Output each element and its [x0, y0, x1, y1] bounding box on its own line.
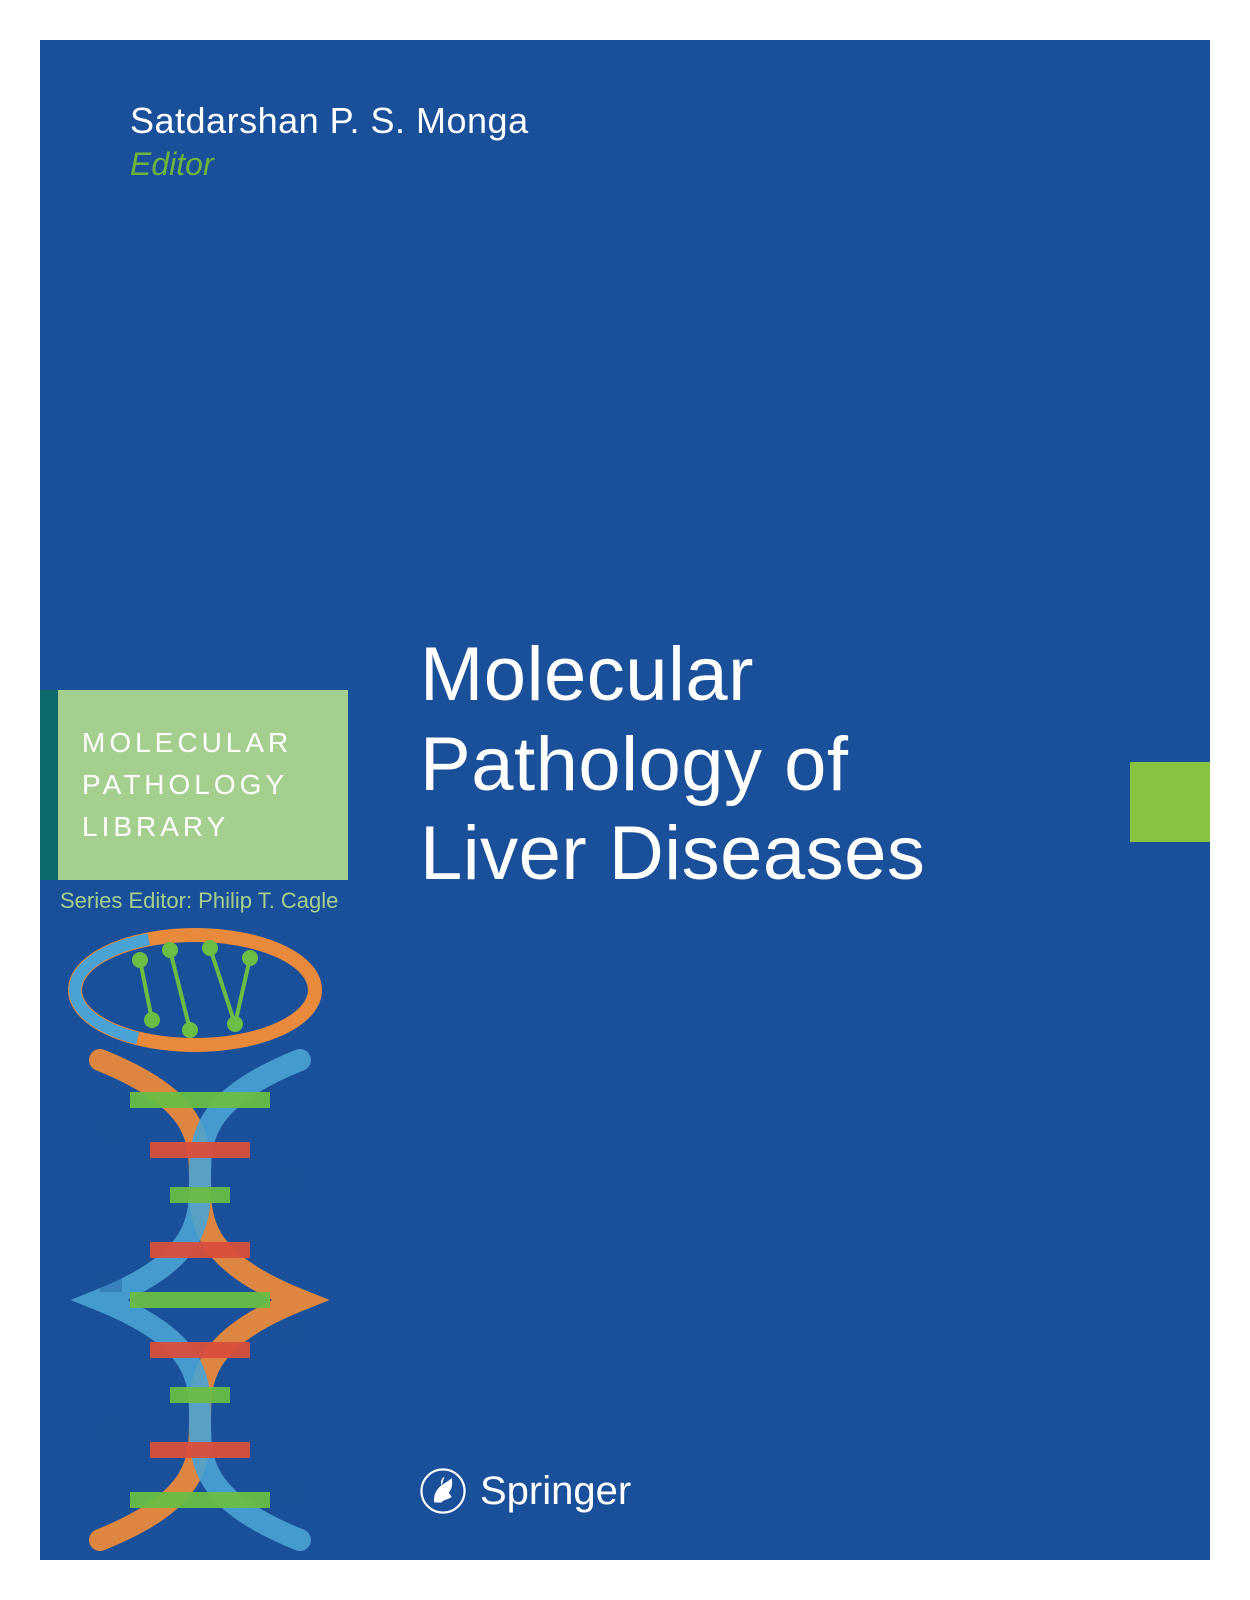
- springer-horse-icon: [420, 1468, 466, 1514]
- title-block: Molecular Pathology of Liver Diseases: [420, 630, 925, 899]
- page-wrapper: Satdarshan P. S. Monga Editor MOLECULAR …: [40, 40, 1210, 1560]
- series-accent-bar: [40, 690, 58, 880]
- editor-role: Editor: [130, 146, 529, 183]
- title-line-3: Liver Diseases: [420, 809, 925, 899]
- title-line-1: Molecular: [420, 630, 925, 720]
- green-square-right: [1130, 762, 1210, 842]
- series-band: MOLECULAR PATHOLOGY LIBRARY: [40, 690, 348, 880]
- publisher-name: Springer: [480, 1469, 631, 1514]
- dna-icon: [40, 920, 380, 1560]
- title-line-2: Pathology of: [420, 720, 925, 810]
- series-word-3: LIBRARY: [82, 811, 324, 843]
- series-word-1: MOLECULAR: [82, 727, 324, 759]
- series-word-2: PATHOLOGY: [82, 769, 324, 801]
- series-body: MOLECULAR PATHOLOGY LIBRARY: [58, 690, 348, 880]
- series-editor-line: Series Editor: Philip T. Cagle: [60, 888, 338, 914]
- publisher-block: Springer: [420, 1468, 631, 1514]
- editor-block: Satdarshan P. S. Monga Editor: [130, 100, 529, 183]
- editor-name: Satdarshan P. S. Monga: [130, 100, 529, 142]
- dna-illustration: [40, 920, 380, 1560]
- book-cover: Satdarshan P. S. Monga Editor MOLECULAR …: [40, 40, 1210, 1560]
